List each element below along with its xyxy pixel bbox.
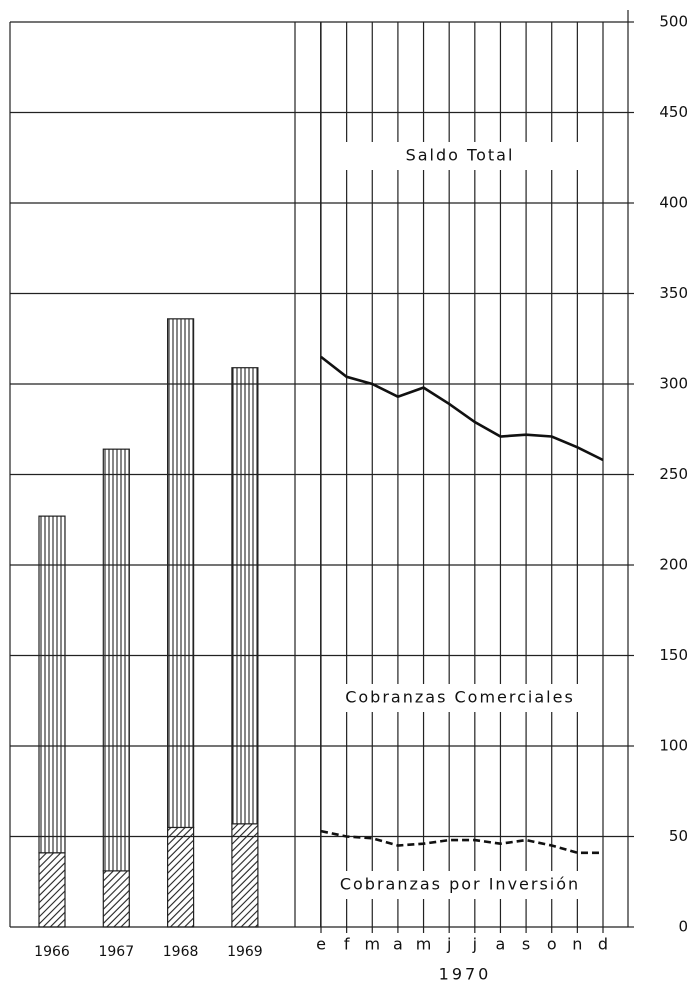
series-line bbox=[320, 829, 603, 855]
x-tick-label: d bbox=[598, 935, 608, 954]
label-bg bbox=[330, 871, 590, 899]
bar-segment bbox=[38, 515, 66, 854]
x-tick-label: s bbox=[522, 935, 530, 954]
x-tick-label: n bbox=[572, 935, 582, 954]
label-bg bbox=[330, 684, 590, 712]
series-label: Cobranzas por Inversión bbox=[340, 875, 580, 894]
y-tick-label: 100 bbox=[659, 737, 688, 755]
bar-segment bbox=[167, 826, 195, 928]
x-tick-label: 1969 bbox=[227, 944, 263, 960]
series-label: Saldo Total bbox=[406, 146, 515, 165]
annotation: Cobranzas Comerciales bbox=[345, 688, 575, 707]
label-bg bbox=[330, 142, 590, 170]
bar-segment bbox=[102, 870, 130, 928]
y-tick-label: 50 bbox=[669, 827, 688, 845]
bar-segment bbox=[231, 367, 259, 825]
series-line bbox=[320, 355, 604, 462]
y-tick-label: 300 bbox=[659, 375, 688, 393]
y-tick-label: 500 bbox=[659, 13, 688, 31]
bar-segment bbox=[102, 448, 130, 872]
y-tick-label: 0 bbox=[678, 918, 688, 936]
plot-frame bbox=[9, 10, 629, 927]
bar-segment bbox=[38, 852, 66, 928]
bar-segment bbox=[167, 318, 195, 829]
y-tick-label: 150 bbox=[659, 646, 688, 664]
x-tick-label: 1967 bbox=[98, 944, 134, 960]
bar-segment bbox=[231, 823, 259, 928]
y-tick-label: 250 bbox=[659, 465, 688, 483]
x-tick-label: 1968 bbox=[163, 944, 199, 960]
x-tick-label: 1966 bbox=[34, 944, 70, 960]
x-tick-label: f bbox=[344, 935, 350, 954]
x-axis-label: 1970 bbox=[439, 965, 492, 984]
x-tick-label: j bbox=[446, 935, 451, 954]
x-tick-label: a bbox=[393, 935, 403, 954]
x-tick-label: a bbox=[496, 935, 506, 954]
x-tick-label: o bbox=[547, 935, 557, 954]
y-tick-label: 400 bbox=[659, 194, 688, 212]
x-tick-label: m bbox=[364, 935, 380, 954]
x-tick-label: m bbox=[416, 935, 432, 954]
y-tick-label: 200 bbox=[659, 556, 688, 574]
x-tick-label: j bbox=[472, 935, 477, 954]
x-tick-label: e bbox=[316, 935, 326, 954]
y-tick-label: 350 bbox=[659, 284, 688, 302]
y-tick-label: 450 bbox=[659, 103, 688, 121]
